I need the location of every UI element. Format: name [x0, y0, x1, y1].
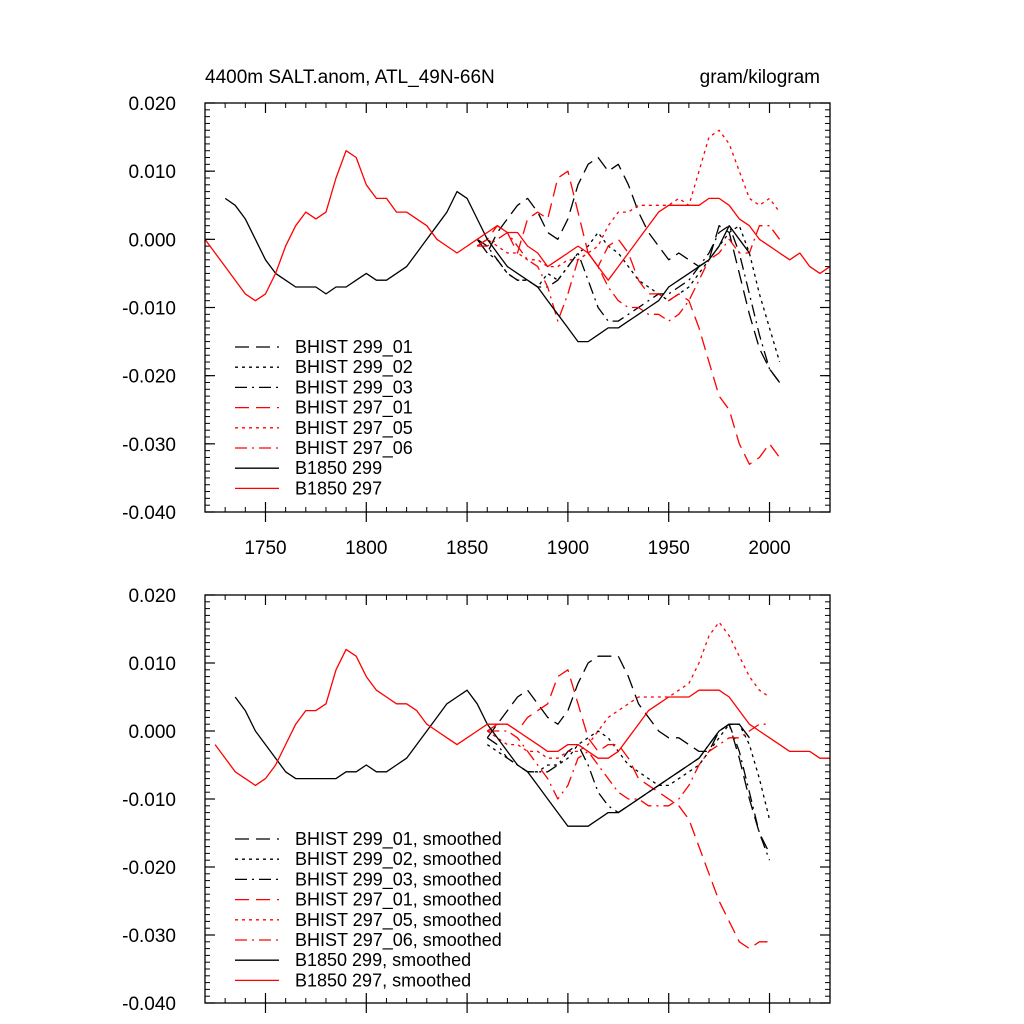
series-line: [224, 190, 750, 343]
legend-label: BHIST 299_03: [295, 377, 413, 398]
y-tick-label: -0.010: [122, 790, 176, 811]
x-tick-label: 2000: [748, 538, 790, 559]
panel-bottom: 0.020 0.010 0.000 -0.010 -0.020 -0.030 -0.040 B…: [122, 586, 831, 1015]
y-tick-label: -0.040: [122, 994, 176, 1015]
series-line: [476, 225, 781, 363]
y-tick-label: 0.000: [128, 230, 176, 251]
series-line: [486, 723, 771, 820]
series-line: [234, 689, 750, 827]
y-tick-label: -0.020: [122, 858, 176, 879]
series-line: [486, 669, 770, 950]
y-tick-label: -0.010: [122, 299, 176, 320]
legend-label: B1850 297: [295, 478, 382, 498]
y-tick-label: 0.000: [128, 722, 176, 743]
legend-label: BHIST 297_05: [295, 418, 413, 439]
x-tick-label: 1850: [446, 538, 488, 559]
legend-label: BHIST 297_01: [295, 398, 413, 419]
legend-label: B1850 299: [295, 458, 382, 478]
series-line: [476, 170, 781, 465]
panel-top: 1750 1800 1850 1900 1950 2000 0.020 0.010 0.000 -…: [122, 94, 831, 559]
legend-label: BHIST 297_06: [295, 438, 413, 459]
x-tick-label: 1800: [345, 538, 387, 559]
y-tick-label: -0.040: [122, 503, 176, 524]
x-tick-label: 1950: [648, 538, 690, 559]
x-tick-label: 1900: [547, 538, 589, 559]
x-tick-label: 1750: [244, 538, 286, 559]
legend-label: BHIST 297_06, smoothed: [295, 930, 502, 951]
y-tick-label: -0.030: [122, 926, 176, 947]
legend-label: BHIST 299_01, smoothed: [295, 829, 502, 850]
y-tick-label: 0.020: [128, 586, 176, 607]
series-line: [205, 150, 830, 302]
legend-label: B1850 297, smoothed: [295, 970, 471, 990]
legend-label: BHIST 299_01: [295, 337, 413, 358]
series-line: [476, 225, 781, 383]
y-tick-label: -0.030: [122, 435, 176, 456]
y-tick-label: 0.010: [128, 162, 176, 183]
legend-label: BHIST 299_03, smoothed: [295, 869, 502, 890]
title-left: 4400m SALT.anom, ATL_49N-66N: [205, 67, 495, 88]
series-line: [477, 225, 781, 322]
legend-label: BHIST 297_05, smoothed: [295, 910, 502, 931]
legend-label: BHIST 299_02: [295, 357, 413, 378]
series-line: [476, 156, 781, 383]
y-tick-label: 0.020: [128, 94, 176, 115]
series-line: [214, 648, 830, 787]
series-line: [476, 129, 781, 268]
y-tick-label: -0.020: [122, 367, 176, 388]
plot-frame: [204, 102, 831, 513]
title-right: gram/kilogram: [700, 67, 820, 88]
legend-label: BHIST 299_02, smoothed: [295, 849, 502, 870]
plot-frame: [204, 594, 831, 1004]
series-line: [486, 723, 771, 861]
legend-label: B1850 299, smoothed: [295, 950, 471, 970]
series-line: [487, 723, 770, 807]
legend-label: BHIST 297_01, smoothed: [295, 890, 502, 911]
y-tick-label: 0.010: [128, 654, 176, 675]
